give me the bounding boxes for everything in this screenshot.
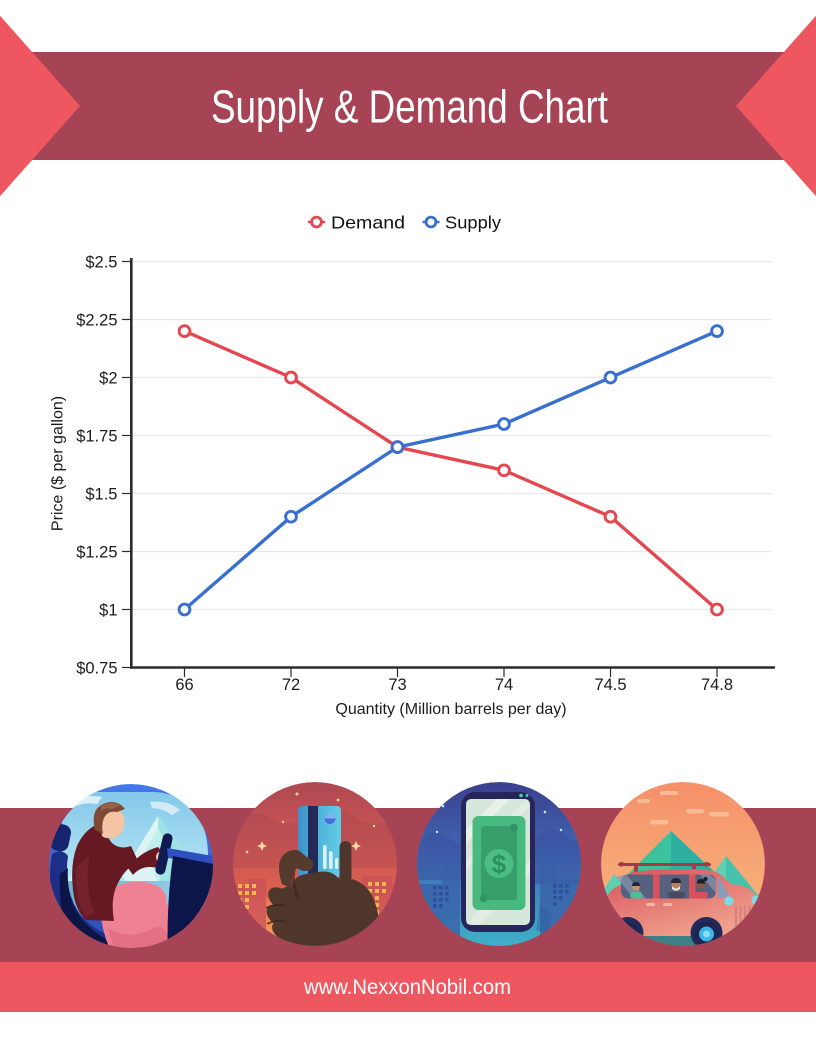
svg-text:$2: $2: [99, 370, 117, 388]
svg-text:$2.5: $2.5: [85, 254, 117, 272]
svg-text:Price ($ per gallon): Price ($ per gallon): [50, 396, 67, 531]
svg-text:$1.5: $1.5: [85, 486, 117, 504]
svg-text:66: 66: [175, 676, 193, 694]
svg-text:Supply & Demand Chart: Supply & Demand Chart: [211, 81, 608, 133]
svg-text:$1.75: $1.75: [76, 428, 117, 446]
svg-text:$0.75: $0.75: [76, 660, 117, 678]
svg-text:$1.25: $1.25: [76, 544, 117, 562]
svg-text:73: 73: [388, 676, 406, 694]
svg-text:72: 72: [282, 676, 300, 694]
svg-text:74.5: 74.5: [594, 676, 626, 694]
svg-text:74.8: 74.8: [701, 676, 733, 694]
svg-text:Quantity (Million barrels per: Quantity (Million barrels per day): [335, 701, 566, 718]
svg-text:Demand: Demand: [331, 212, 405, 232]
svg-text:$1: $1: [99, 602, 117, 620]
svg-text:Supply: Supply: [445, 212, 501, 232]
svg-text:$: $: [492, 849, 507, 879]
svg-text:74: 74: [495, 676, 513, 694]
svg-text:www.NexxonNobil.com: www.NexxonNobil.com: [303, 976, 511, 999]
svg-text:$2.25: $2.25: [76, 312, 117, 330]
